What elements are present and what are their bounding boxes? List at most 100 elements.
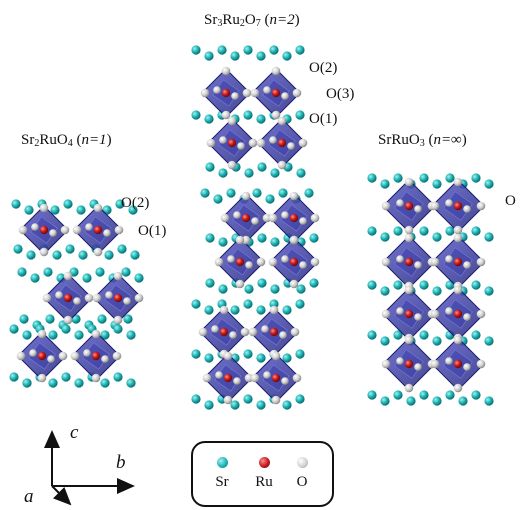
sr-atom <box>256 353 266 363</box>
sr-atom <box>9 324 19 334</box>
o-atom <box>287 142 295 150</box>
sr-atom <box>74 330 84 340</box>
o-atom <box>463 313 471 321</box>
sr-atom <box>226 188 236 198</box>
o-atom <box>105 291 113 299</box>
sr-atom <box>295 349 305 359</box>
o-atom <box>414 363 422 371</box>
o-atom-icon <box>296 457 308 468</box>
ru-atom <box>91 351 101 361</box>
o-atom <box>244 373 254 383</box>
sr-atom <box>419 173 429 183</box>
o-atom <box>63 315 73 325</box>
sr-atom <box>204 51 214 61</box>
ru-atom <box>269 327 279 337</box>
o-atom <box>221 66 231 76</box>
o-atom <box>396 255 404 263</box>
o-atom <box>49 229 57 237</box>
sr-atom <box>95 267 105 277</box>
ru-atom <box>235 257 245 267</box>
sr-atom <box>243 110 253 120</box>
o-atom <box>445 255 453 263</box>
sr-atom <box>230 305 240 315</box>
sr-atom <box>445 173 455 183</box>
o-atom <box>381 359 391 369</box>
ru-atom <box>453 257 463 267</box>
o-atom <box>463 261 471 269</box>
o-atom <box>223 395 233 405</box>
title-sr2ruo4: Sr2RuO4 (n=1) <box>21 132 112 149</box>
o-atom <box>31 223 39 231</box>
o-atom <box>231 92 239 100</box>
o-atom <box>113 315 123 325</box>
o-atom <box>227 255 235 263</box>
o-atom <box>476 309 486 319</box>
o-atom <box>453 177 463 187</box>
sr-atom <box>213 194 223 204</box>
ru-atom <box>241 213 251 223</box>
sr-atom <box>9 372 19 382</box>
sr-atom <box>471 173 481 183</box>
o-atom <box>219 136 227 144</box>
o-atom <box>299 261 307 269</box>
sr-atom <box>243 45 253 55</box>
ru-atom <box>271 373 281 383</box>
o-atom <box>263 371 271 379</box>
sr-atom <box>17 267 27 277</box>
sr-atom <box>256 51 266 61</box>
sr-atom <box>43 267 53 277</box>
o-atom <box>92 293 102 303</box>
ru-atom <box>453 201 463 211</box>
sr-atom <box>126 330 136 340</box>
sr-atom <box>243 349 253 359</box>
o-atom <box>250 373 260 383</box>
sr-atom <box>191 299 201 309</box>
sr-atom <box>100 378 110 388</box>
sr-atom <box>278 188 288 198</box>
sr-atom <box>218 284 228 294</box>
sr-atom <box>295 299 305 309</box>
o-atom <box>292 373 302 383</box>
ru-atom <box>404 201 414 211</box>
sr-atom <box>309 233 319 243</box>
sr-atom <box>243 299 253 309</box>
sr-atom <box>78 250 88 260</box>
ru-atom <box>404 359 414 369</box>
sr-atom <box>282 400 292 410</box>
o-atom <box>91 329 101 339</box>
o-atom <box>37 373 47 383</box>
sr-atoms <box>9 45 494 410</box>
sr-atom <box>432 286 442 296</box>
sr-atom <box>100 330 110 340</box>
o-atom <box>277 160 287 170</box>
o-atom <box>404 233 414 243</box>
sr-atom <box>304 188 314 198</box>
o-atom <box>453 225 463 235</box>
sr-atom <box>13 244 23 254</box>
site-label-o-ninf: O <box>505 193 516 209</box>
sr-atom <box>244 284 254 294</box>
sr-atom <box>282 305 292 315</box>
o-atom <box>91 373 101 383</box>
ru-atom <box>289 213 299 223</box>
sr-atom <box>309 278 319 288</box>
sr-atom <box>295 45 305 55</box>
o-atom <box>248 327 258 337</box>
sr-atom <box>204 353 214 363</box>
sr-atom <box>191 394 201 404</box>
o-atom <box>58 351 68 361</box>
legend-item-ru: Ru <box>244 457 284 491</box>
sr-atom <box>123 314 133 324</box>
o-atom <box>251 217 259 225</box>
sr-atom <box>471 280 481 290</box>
ru-atom <box>37 351 47 361</box>
legend-label-sr: Sr <box>215 474 229 490</box>
sr-atom <box>296 284 306 294</box>
sr-atom <box>205 278 215 288</box>
o-atom <box>134 293 144 303</box>
sr-atom <box>257 233 267 243</box>
o-atom <box>256 138 266 148</box>
title-sr3ru2o7: Sr3Ru2O7 (n=2) <box>204 12 300 29</box>
sr-atom <box>82 273 92 283</box>
sr-atom <box>445 390 455 400</box>
